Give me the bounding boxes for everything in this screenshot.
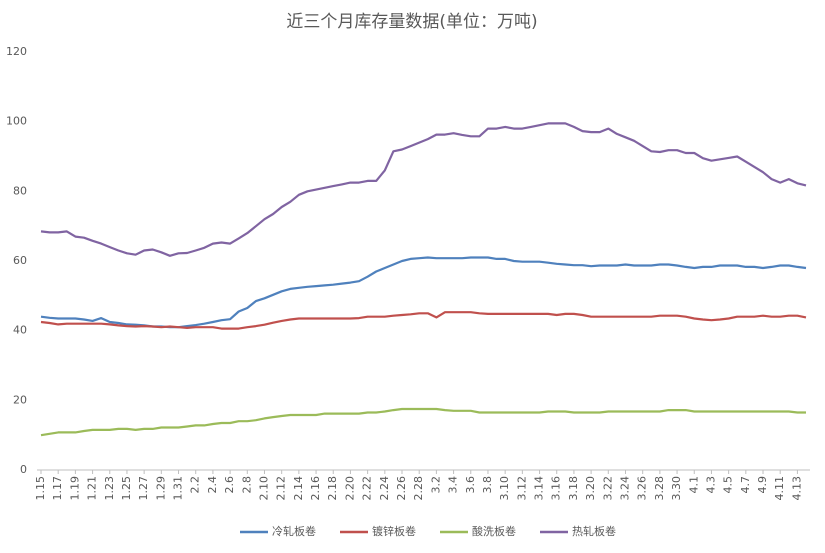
y-tick-label: 20 [13, 393, 27, 406]
x-tick-label: 3.10 [498, 476, 511, 501]
line-series [40, 122, 807, 257]
x-tick-label: 3.6 [464, 476, 477, 494]
x-tick-label: 2.18 [326, 476, 339, 501]
x-tick-label: 2.22 [361, 476, 374, 501]
x-tick-label: 3.24 [618, 476, 631, 501]
x-tick-label: 2.24 [378, 476, 391, 501]
x-tick-label: 3.28 [653, 476, 666, 501]
x-tick-label: 1.17 [51, 476, 64, 501]
legend-label: 热轧板卷 [572, 524, 616, 538]
x-tick-label: 2.20 [343, 476, 356, 501]
x-tick-label: 2.14 [292, 476, 305, 501]
x-tick-label: 3.8 [481, 476, 494, 494]
x-tick-label: 3.22 [601, 476, 614, 501]
x-tick-label: 2.12 [275, 476, 288, 501]
x-tick-label: 2.2 [189, 476, 202, 494]
x-tick-label: 1.21 [86, 476, 99, 501]
y-tick-label: 100 [6, 115, 27, 128]
x-tick-label: 4.11 [773, 476, 786, 501]
x-tick-label: 3.18 [567, 476, 580, 501]
x-tick-label: 1.27 [137, 476, 150, 501]
y-tick-label: 80 [13, 184, 27, 197]
y-tick-label: 120 [6, 45, 27, 58]
legend-label: 酸洗板卷 [472, 524, 516, 538]
legend-label: 镀锌板卷 [372, 524, 416, 538]
y-tick-label: 40 [13, 324, 27, 337]
x-tick-label: 3.2 [429, 476, 442, 494]
x-tick-label: 1.31 [172, 476, 185, 501]
x-tick-label: 2.6 [223, 476, 236, 494]
x-tick-label: 1.15 [34, 476, 47, 501]
x-tick-label: 2.10 [257, 476, 270, 501]
x-tick-label: 4.3 [704, 476, 717, 494]
x-tick-label: 1.23 [103, 476, 116, 501]
x-tick-label: 4.5 [722, 476, 735, 494]
x-tick-label: 3.14 [533, 476, 546, 501]
x-tick-label: 2.26 [395, 476, 408, 501]
x-tick-label: 4.1 [687, 476, 700, 494]
x-tick-label: 1.25 [120, 476, 133, 501]
x-tick-label: 2.28 [412, 476, 425, 501]
x-tick-label: 3.20 [584, 476, 597, 501]
x-tick-label: 4.13 [790, 476, 803, 501]
x-tick-label: 2.4 [206, 476, 219, 494]
x-tick-label: 4.7 [739, 476, 752, 494]
legend-label: 冷轧板卷 [272, 524, 316, 538]
x-tick-label: 3.26 [636, 476, 649, 501]
x-tick-label: 4.9 [756, 476, 769, 494]
x-tick-label: 1.29 [154, 476, 167, 501]
x-tick-label: 2.16 [309, 476, 322, 501]
y-tick-label: 0 [20, 463, 27, 476]
x-tick-label: 3.30 [670, 476, 683, 501]
y-tick-label: 60 [13, 254, 27, 267]
x-tick-label: 1.19 [68, 476, 81, 501]
x-tick-label: 3.4 [447, 476, 460, 494]
x-tick-label: 3.16 [550, 476, 563, 501]
chart-title: 近三个月库存量数据(单位：万吨) [286, 12, 537, 32]
line-series [40, 407, 806, 437]
x-tick-label: 2.8 [240, 476, 253, 494]
x-tick-label: 3.12 [515, 476, 528, 501]
line-series [40, 311, 807, 330]
